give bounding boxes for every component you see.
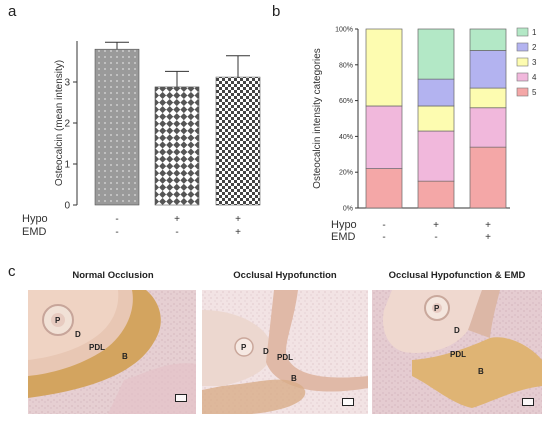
histology-title-hypofunction-emd: Occlusal Hypofunction & EMD	[388, 270, 526, 281]
group-mark: +	[485, 232, 491, 243]
label-dentin: D	[454, 326, 460, 335]
legend-label: 4	[532, 73, 537, 82]
label-pdl: PDL	[277, 353, 293, 362]
chart-b-intensity-categories: 0% 20% 40% 60% 80% 100% Osteocalcin intensity …	[312, 27, 537, 244]
y-tick-label: 0	[64, 201, 70, 212]
legend-swatch	[516, 87, 529, 97]
label-pulp: P	[241, 343, 247, 352]
stacked-segment	[417, 28, 455, 80]
stacked-segment	[417, 78, 455, 107]
group-mark: -	[115, 227, 118, 238]
panel-label-b: b	[272, 3, 281, 20]
y-tick-label: 40%	[339, 134, 353, 141]
histology-title-hypofunction: Occlusal Hypofunction	[233, 270, 337, 281]
group-mark: +	[235, 227, 241, 238]
y-tick-label: 3	[64, 78, 70, 89]
group-row-label: EMD	[331, 231, 356, 243]
stacked-segment	[365, 105, 403, 169]
y-tick-label: 60%	[339, 98, 353, 105]
y-tick-label: 2	[64, 119, 70, 130]
label-pdl: PDL	[450, 350, 466, 359]
stacked-segment	[417, 105, 455, 132]
histology-image-hypofunction-emd: P D PDL B	[372, 290, 542, 414]
bar	[215, 76, 261, 206]
histology-title-normal: Normal Occlusion	[72, 270, 154, 281]
group-row-label: Hypo	[22, 213, 48, 225]
legend-label: 3	[532, 58, 537, 67]
group-mark: -	[175, 227, 178, 238]
label-bone: B	[122, 352, 128, 361]
y-axis-title: Osteocalcin intensity categories	[312, 48, 323, 189]
legend-swatch	[516, 57, 529, 67]
group-mark: +	[485, 220, 491, 231]
label-pulp: P	[434, 304, 440, 313]
y-tick-label: 80%	[339, 62, 353, 69]
scale-bar	[342, 398, 354, 406]
legend-swatch	[516, 27, 529, 37]
legend-label: 1	[532, 28, 537, 37]
scale-bar	[175, 394, 187, 402]
scale-bar	[522, 398, 534, 406]
label-dentin: D	[75, 330, 81, 339]
histology-image-normal: P D PDL B	[28, 290, 196, 414]
group-mark: +	[235, 214, 241, 225]
stacked-segment	[469, 87, 507, 109]
group-mark: +	[433, 220, 439, 231]
legend-swatch	[516, 72, 529, 82]
group-mark: -	[382, 220, 385, 231]
label-bone: B	[291, 374, 297, 383]
histology-image-hypofunction: P D PDL B	[202, 290, 368, 414]
stacked-segment	[365, 28, 403, 107]
group-mark: -	[115, 214, 118, 225]
group-mark: -	[382, 232, 385, 243]
legend-swatch	[516, 42, 529, 52]
stacked-segment	[469, 107, 507, 148]
label-dentin: D	[263, 347, 269, 356]
legend-label: 5	[532, 88, 537, 97]
label-bone: B	[478, 367, 484, 376]
group-mark: -	[434, 232, 437, 243]
y-tick-label: 1	[64, 160, 70, 171]
panel-label-a: a	[8, 3, 17, 20]
label-pdl: PDL	[89, 343, 105, 352]
y-tick-label: 20%	[339, 170, 353, 177]
group-row-label: EMD	[22, 226, 47, 238]
stacked-segment	[417, 130, 455, 182]
panel-label-c: c	[8, 263, 16, 280]
stacked-segment	[365, 168, 403, 209]
group-row-label: Hypo	[331, 219, 357, 231]
y-tick-label: 0%	[343, 206, 353, 213]
stacked-segment	[417, 180, 455, 209]
stacked-segment	[469, 28, 507, 51]
label-pulp: P	[55, 316, 61, 325]
legend-label: 2	[532, 43, 537, 52]
y-axis-title: Osteocalcin (mean intensity)	[54, 60, 65, 186]
stacked-segment	[469, 146, 507, 209]
group-mark: +	[174, 214, 180, 225]
y-tick-label: 100%	[335, 27, 353, 34]
stacked-segment	[469, 50, 507, 89]
